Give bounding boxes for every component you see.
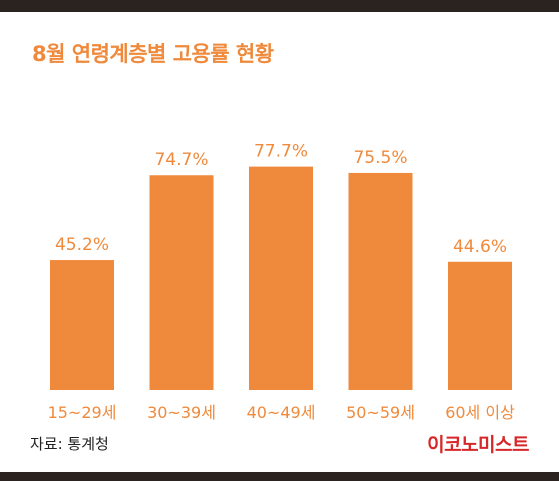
value-label-5: 44.6%	[453, 237, 507, 257]
category-label-3: 40~49세	[247, 403, 316, 422]
bottom-border	[0, 472, 559, 481]
bar-5	[448, 261, 512, 390]
chart-card: 8월 연령계층별 고용률 현황 45.2% 15~29세 74.7% 30~39세 77…	[0, 12, 559, 481]
value-label-3: 77.7%	[254, 142, 308, 162]
value-label-2: 74.7%	[154, 150, 208, 170]
bar-2	[149, 175, 214, 390]
value-label-1: 45.2%	[55, 235, 109, 255]
source-note: 자료: 통계청	[30, 435, 109, 453]
bar-1	[50, 260, 114, 390]
brand-logo: 이코노미스트	[427, 434, 529, 456]
chart-title: 8월 연령계층별 고용률 현황	[32, 42, 274, 66]
category-label-1: 15~29세	[48, 403, 117, 422]
category-label-4: 50~59세	[346, 403, 415, 422]
category-label-2: 30~39세	[147, 403, 216, 422]
bar-4	[348, 172, 413, 390]
bar-3	[249, 166, 313, 390]
category-label-5: 60세 이상	[445, 403, 515, 422]
value-label-4: 75.5%	[353, 148, 407, 168]
bar-chart: 45.2% 15~29세 74.7% 30~39세 77.7% 40~49세 75.5% 50…	[48, 142, 516, 422]
